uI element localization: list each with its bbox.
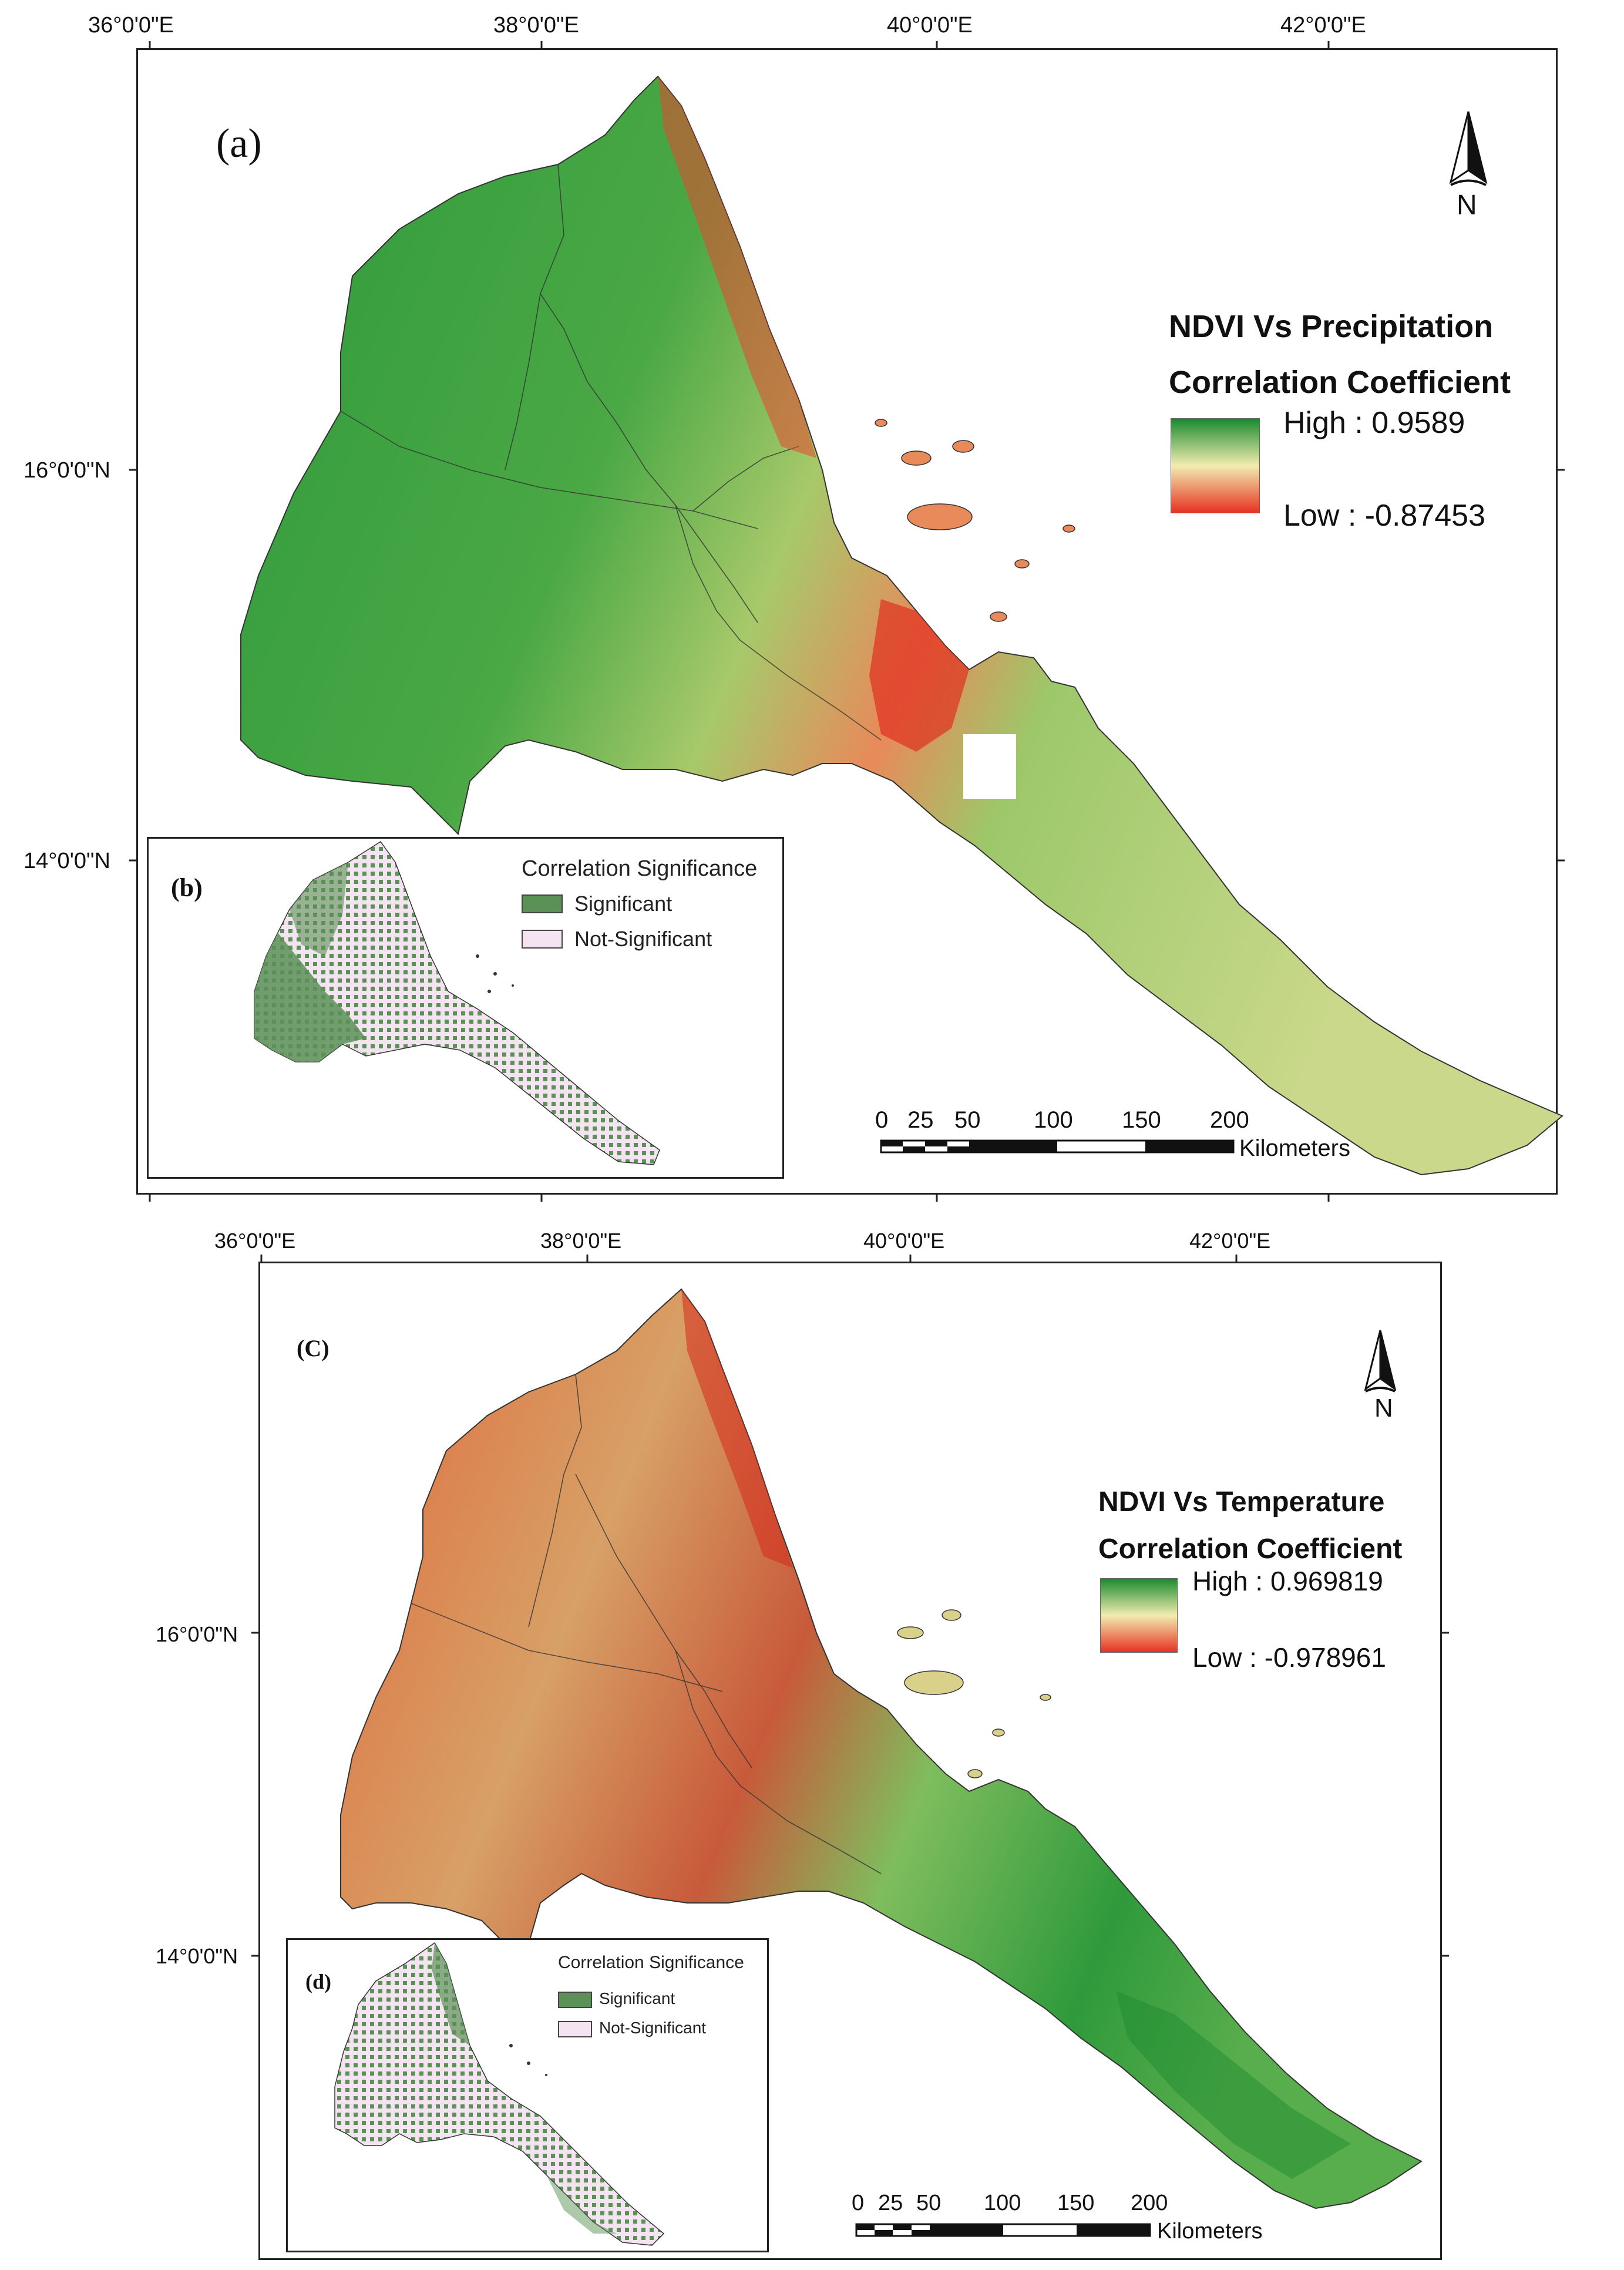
significance-title: Correlation Significance: [522, 856, 758, 881]
scale-bar: 0 25 50 100 150 200 Kilometers: [852, 2191, 1322, 2249]
lon-tick-label: 40°0'0"E: [887, 13, 973, 38]
inset-label: (b): [171, 873, 203, 902]
lat-tick-label: 16°0'0"N: [156, 1622, 238, 1646]
panel-label: (C): [297, 1335, 329, 1361]
lon-tick-label: 42°0'0"E: [1189, 1229, 1271, 1253]
not-significant-label: Not-Significant: [574, 927, 712, 951]
nodata-patch: [963, 734, 1016, 799]
frame-ticks: [251, 1255, 1449, 1957]
not-significant-label: Not-Significant: [599, 2019, 707, 2037]
frame-ticks: [129, 41, 1565, 1202]
scale-tick-label: 150: [1122, 1107, 1161, 1133]
scale-unit-label: Kilometers: [1157, 2219, 1263, 2244]
correlation-map-temperature: [340, 1288, 1423, 2210]
significance-inset: (b) Correlation Significance Significant…: [147, 837, 784, 1179]
scale-tick-label: 200: [1210, 1107, 1249, 1133]
scale-tick-label: 0: [875, 1107, 889, 1133]
north-arrow-icon: [1364, 1330, 1397, 1393]
legend-high-label: High : 0.9589: [1283, 406, 1465, 440]
significance-map: [254, 840, 660, 1165]
correlation-map-precipitation: [240, 75, 1564, 1176]
scale-tick-label: 50: [954, 1107, 981, 1133]
significant-label: Significant: [574, 892, 673, 916]
panel-label: (a): [216, 121, 262, 166]
legend-title: NDVI Vs Temperature: [1098, 1487, 1385, 1518]
lon-tick-label: 36°0'0"E: [214, 1229, 296, 1253]
scale-tick-label: 25: [907, 1107, 934, 1133]
country-shape: [340, 1288, 1423, 2210]
legend-color-ramp: [1171, 418, 1260, 513]
scale-tick-label: 200: [1131, 2191, 1168, 2215]
significance-inset: (d) Correlation Significance Significant…: [286, 1938, 769, 2252]
lon-tick-label: 38°0'0"E: [493, 13, 579, 38]
scale-tick-label: 50: [916, 2191, 942, 2215]
scale-tick-label: 150: [1057, 2191, 1095, 2215]
north-arrow-icon: [1449, 111, 1488, 186]
legend-high-label: High : 0.969819: [1192, 1566, 1383, 1596]
scale-tick-label: 100: [1034, 1107, 1073, 1133]
significance-title: Correlation Significance: [558, 1953, 744, 1972]
not-significant-swatch: [522, 930, 563, 949]
legend-low-label: Low : -0.978961: [1192, 1642, 1386, 1673]
scale-unit-label: Kilometers: [1239, 1135, 1350, 1161]
north-label: N: [1457, 190, 1477, 221]
legend-subtitle: Correlation Coefficient: [1169, 365, 1511, 400]
scale-tick-label: 100: [984, 2191, 1021, 2215]
lon-tick-label: 38°0'0"E: [540, 1229, 622, 1253]
inset-label: (d): [305, 1970, 331, 1993]
legend-low-label: Low : -0.87453: [1283, 499, 1486, 533]
legend-title: NDVI Vs Precipitation: [1169, 309, 1494, 344]
red-escarpment-band: [681, 1289, 793, 1568]
legend-color-ramp: [1100, 1578, 1178, 1653]
scale-tick-label: 0: [852, 2191, 865, 2215]
green-coastal-zone: [1116, 1991, 1351, 2179]
significant-swatch: [558, 1992, 592, 2008]
scale-bar-segments: [880, 1139, 1235, 1154]
significant-swatch: [522, 894, 563, 913]
significance-map: [334, 1942, 665, 2246]
lat-tick-label: 16°0'0"N: [23, 458, 110, 483]
red-gulf-zone: [869, 599, 969, 752]
scale-tick-label: 25: [878, 2191, 903, 2215]
lat-tick-label: 14°0'0"N: [156, 1944, 238, 1968]
not-significant-swatch: [558, 2021, 592, 2037]
lon-tick-label: 36°0'0"E: [88, 13, 174, 38]
scale-bar: 0 25 50 100 150 200 Kilometers: [875, 1107, 1350, 1166]
red-escarpment-band: [658, 76, 816, 458]
lon-tick-label: 42°0'0"E: [1280, 13, 1366, 38]
lon-tick-label: 40°0'0"E: [863, 1229, 945, 1253]
scale-bar-segments: [855, 2223, 1151, 2237]
legend-subtitle: Correlation Coefficient: [1098, 1533, 1403, 1565]
significant-label: Significant: [599, 1989, 675, 2007]
lat-tick-label: 14°0'0"N: [23, 849, 110, 873]
north-label: N: [1374, 1394, 1393, 1422]
map-panel-a: 36°0'0"E 38°0'0"E 40°0'0"E 42°0'0"E 16°0…: [23, 13, 1565, 1202]
map-panel-c: 36°0'0"E 38°0'0"E 40°0'0"E 42°0'0"E 16°0…: [0, 1228, 1624, 2270]
